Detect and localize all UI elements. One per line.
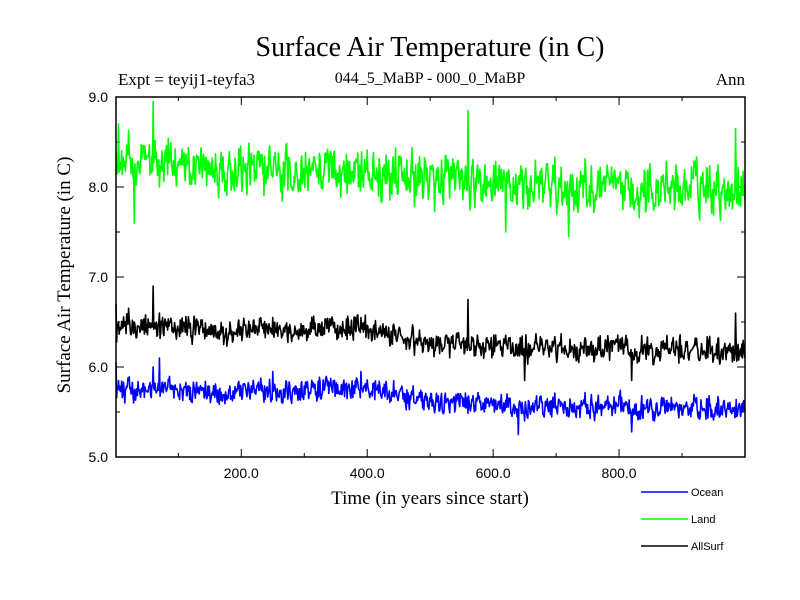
period-label: 044_5_MaBP - 000_0_MaBP — [335, 70, 526, 87]
y-tick-label: 8.0 — [89, 179, 109, 195]
experiment-label: Expt = teyij1-teyfa3 — [118, 70, 255, 89]
x-tick-label: 600.0 — [476, 465, 511, 481]
x-tick-label: 200.0 — [224, 465, 259, 481]
y-tick-label: 7.0 — [89, 269, 109, 285]
season-label: Ann — [716, 70, 746, 89]
series-line-land — [115, 100, 746, 238]
y-axis-label: Surface Air Temperature (in C) — [54, 157, 75, 394]
axis-ticks: 200.0 400.0 600.0 800.0 5.0 6.0 7.0 8.0 9.0 — [89, 89, 745, 481]
y-tick-label: 9.0 — [89, 89, 109, 105]
legend-label-ocean: Ocean — [691, 487, 723, 499]
series-line-allsurf — [115, 285, 746, 382]
x-tick-label: 800.0 — [602, 465, 637, 481]
series-lines — [115, 100, 746, 436]
chart-title: Surface Air Temperature (in C) — [256, 32, 605, 63]
x-tick-label: 400.0 — [350, 465, 385, 481]
y-tick-label: 5.0 — [89, 449, 109, 465]
plot-frame — [115, 96, 746, 458]
y-tick-label: 6.0 — [89, 359, 109, 375]
series-line-ocean — [115, 357, 746, 436]
legend: Ocean Land AllSurf — [641, 487, 724, 553]
legend-label-land: Land — [691, 514, 715, 526]
legend-label-allsurf: AllSurf — [691, 541, 724, 553]
x-axis-label: Time (in years since start) — [331, 488, 529, 509]
